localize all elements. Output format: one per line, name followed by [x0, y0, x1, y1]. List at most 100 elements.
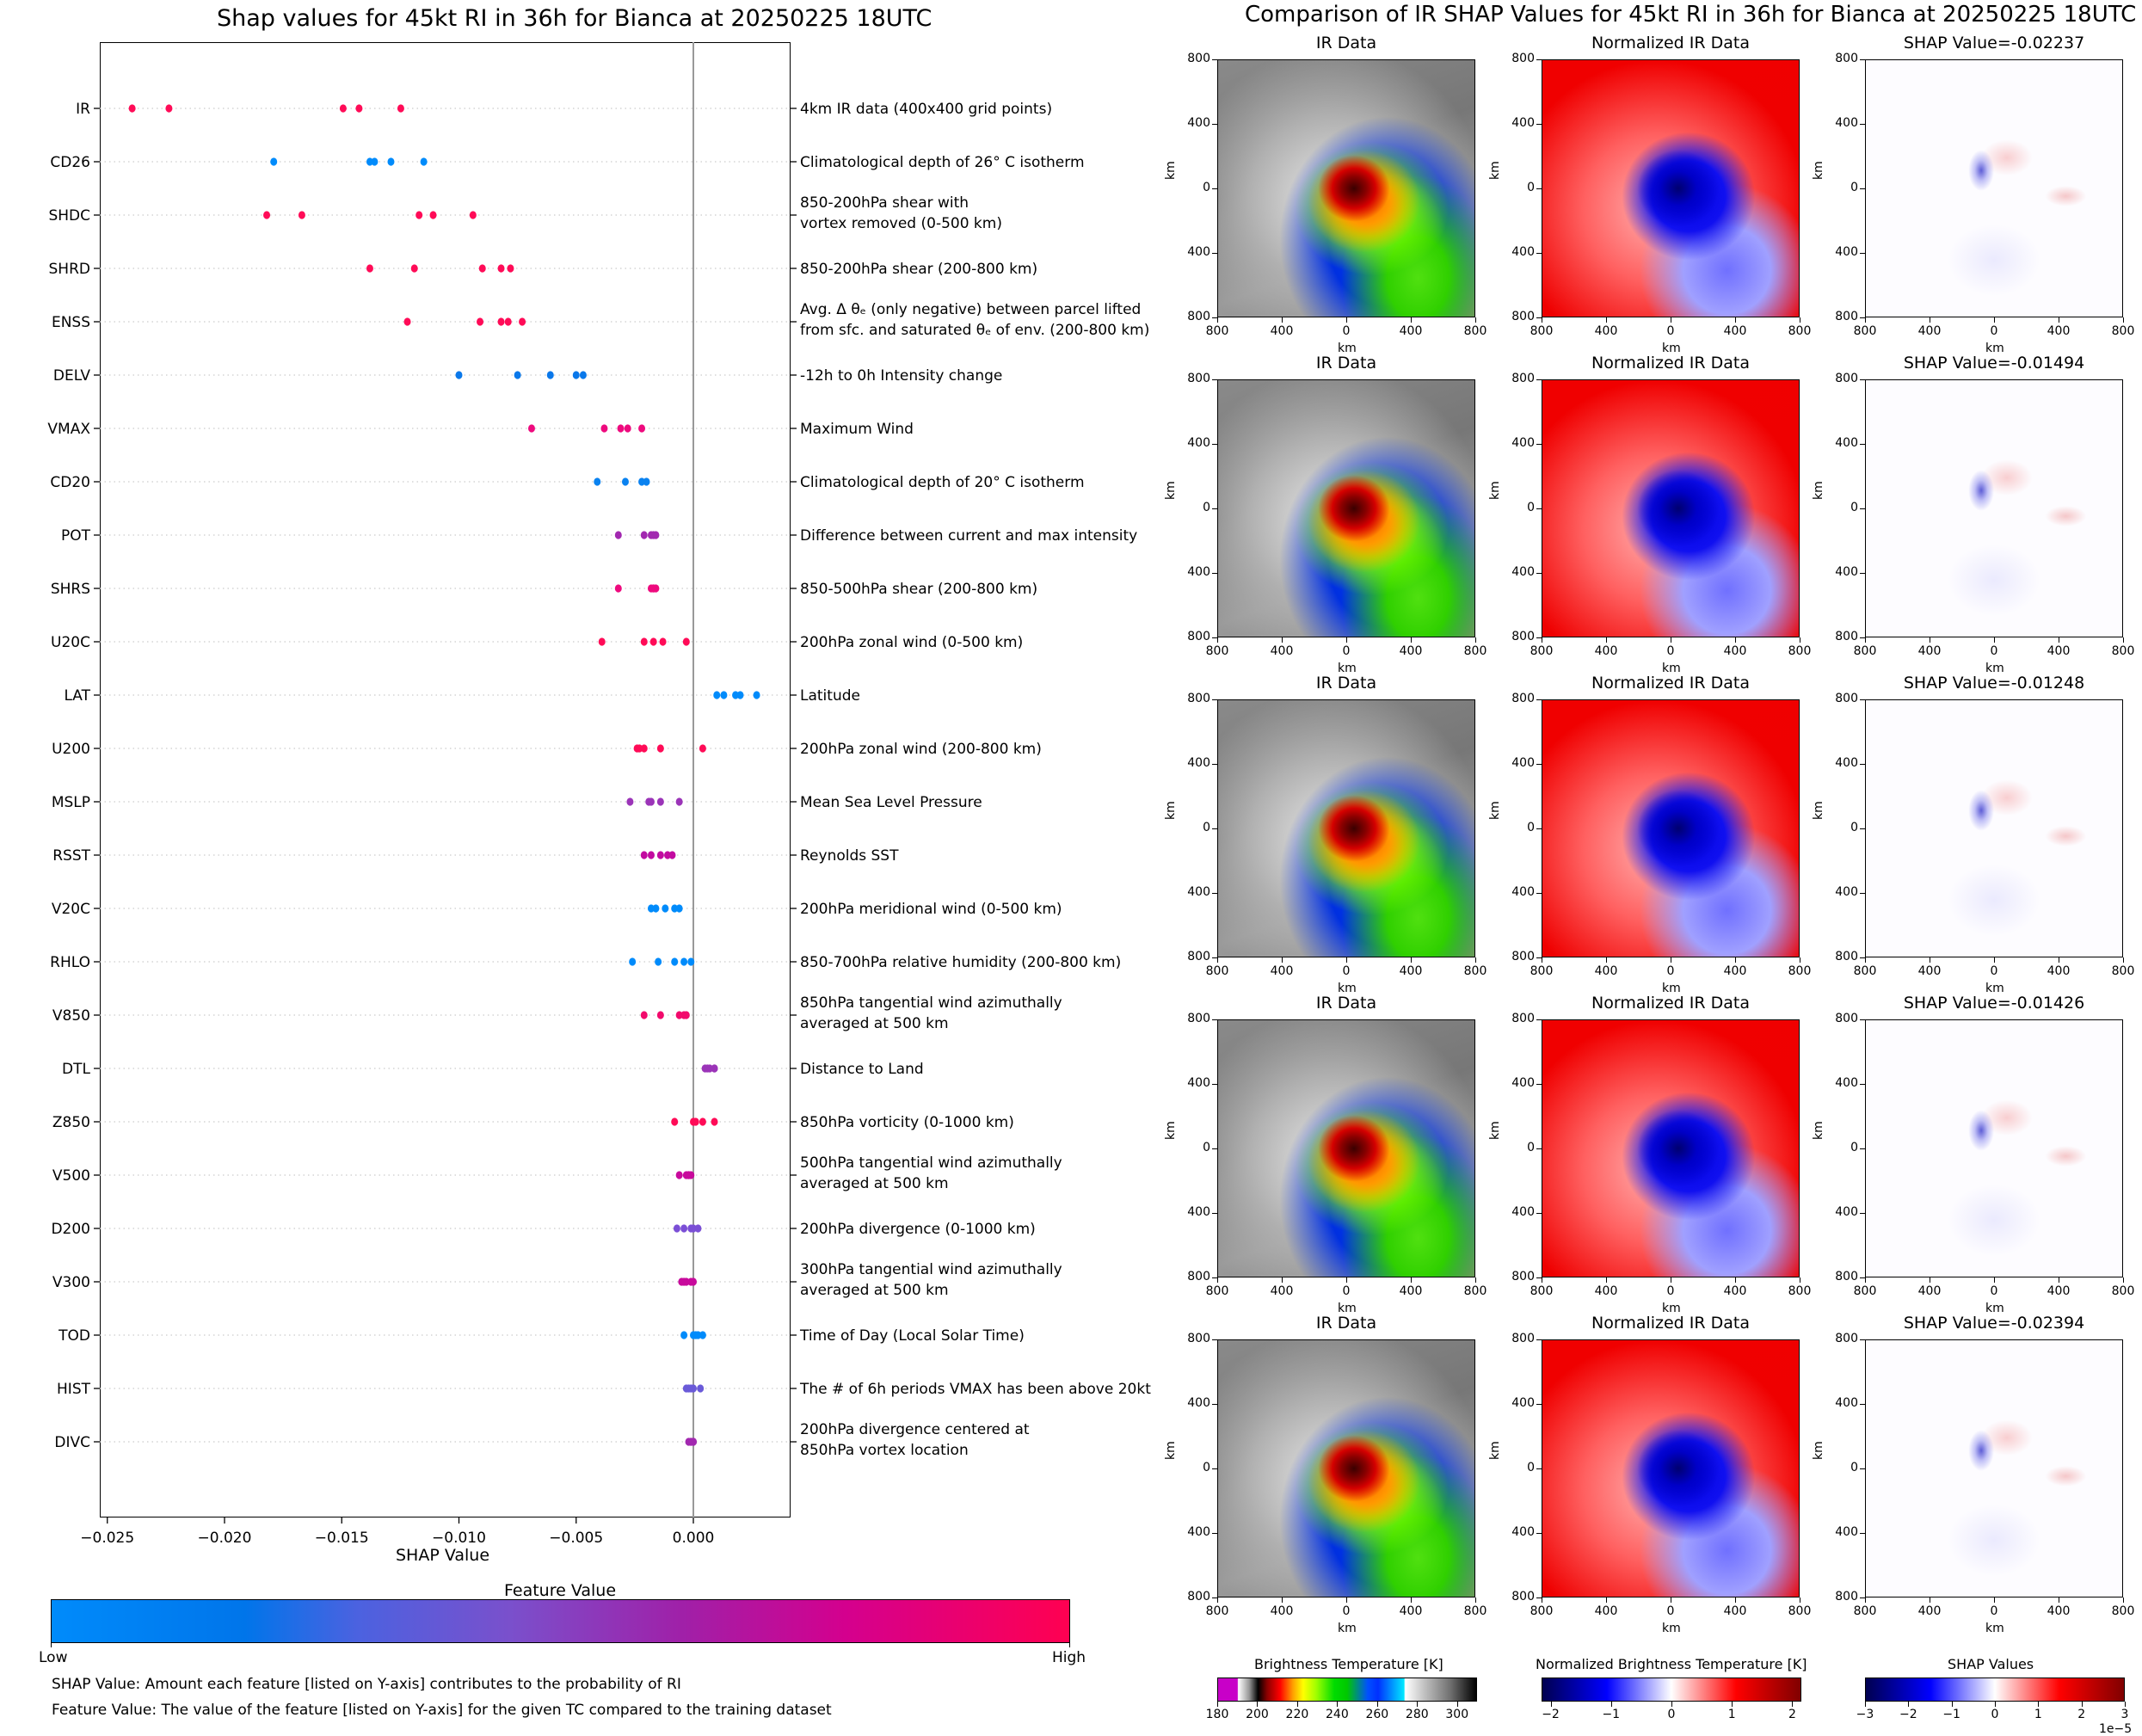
x-tick	[1346, 317, 1347, 323]
y-tick	[1860, 637, 1865, 638]
feature-description: The # of 6h periods VMAX has been above …	[799, 1381, 1151, 1398]
x-tick	[1346, 957, 1347, 963]
y-tick	[1212, 764, 1217, 765]
x-tick-label: 800	[1853, 324, 1877, 338]
x-tick	[1606, 1597, 1607, 1603]
y-tick-label: 0	[1850, 1141, 1858, 1154]
y-axis-label: km	[1164, 1441, 1178, 1460]
shap-point	[640, 744, 648, 753]
y-tick	[1212, 1019, 1217, 1020]
shap-point	[640, 851, 648, 859]
y-tick	[1212, 1404, 1217, 1405]
y-tick-label: 400	[1511, 1076, 1535, 1090]
shap-point	[692, 1117, 699, 1126]
panel-title: SHAP Value=-0.02237	[1903, 34, 2085, 52]
x-tick	[1606, 1277, 1607, 1283]
colorbar-tick-label: −3	[1856, 1708, 1874, 1721]
x-tick	[1346, 637, 1347, 643]
colorbar-tick	[1417, 1702, 1419, 1707]
y-tick	[1212, 1468, 1217, 1469]
y-tick	[1860, 1084, 1865, 1085]
y-tick-label: 800	[1511, 1590, 1535, 1604]
y-axis-label: km	[1164, 801, 1178, 820]
x-tick-label: 0	[1342, 1604, 1351, 1618]
x-tick-label: 0	[1342, 644, 1351, 658]
feature-description: 850hPa vorticity (0-1000 km)	[800, 1114, 1014, 1131]
feature-description: Avg. Δ θₑ (only negative) between parcel…	[800, 301, 1141, 318]
feature-label-u200: U200	[52, 741, 90, 758]
shap-point	[652, 904, 660, 913]
x-tick	[1282, 317, 1283, 323]
x-tick-label: 0.000	[673, 1530, 715, 1547]
normalized-ir-panel	[1542, 59, 1800, 317]
feature-label-tod: TOD	[58, 1327, 90, 1345]
y-tick-label: 800	[1835, 1012, 1858, 1025]
y-tick-label: 800	[1511, 1270, 1535, 1284]
y-tick-label: 800	[1511, 310, 1535, 323]
feature-description: Time of Day (Local Solar Time)	[799, 1327, 1025, 1345]
x-tick-label: 0	[1342, 964, 1351, 978]
x-tick	[1475, 957, 1476, 963]
x-tick-label: 800	[2111, 1284, 2135, 1298]
x-tick-label: 400	[2047, 964, 2071, 978]
shap-values-colorbar	[1865, 1678, 2125, 1702]
y-tick-label: 400	[1835, 1396, 1858, 1410]
x-tick-label: 0	[1666, 644, 1675, 658]
x-tick-label: 800	[1853, 1604, 1877, 1618]
shap-point	[649, 637, 657, 646]
y-tick-label: 800	[1835, 692, 1858, 705]
x-tick-label: −0.005	[549, 1530, 603, 1547]
y-tick	[1536, 124, 1542, 125]
feature-description: 200hPa zonal wind (0-500 km)	[800, 634, 1023, 651]
y-tick-label: 800	[1835, 1590, 1858, 1604]
shap-point	[652, 531, 660, 539]
colorbar-low-label: Low	[39, 1649, 68, 1666]
panel-title: Normalized IR Data	[1591, 1314, 1750, 1333]
normalized-ir-panel	[1542, 379, 1800, 637]
y-tick	[1860, 379, 1865, 380]
y-tick-label: 400	[1511, 245, 1535, 259]
x-tick-label: 800	[1463, 644, 1487, 658]
y-tick	[1212, 188, 1217, 189]
shap-point	[614, 531, 622, 539]
colorbar-tick-label: −1	[1602, 1708, 1621, 1721]
x-tick-label: 800	[1788, 324, 1812, 338]
panel-title: Normalized IR Data	[1591, 34, 1750, 52]
shap-point	[690, 1384, 697, 1393]
shap-point	[469, 211, 477, 219]
x-axis-label: km	[1985, 662, 2004, 675]
feature-label-v500: V500	[52, 1167, 90, 1185]
shap-point	[477, 317, 484, 326]
ir-data-panel	[1217, 379, 1475, 637]
y-axis-label: km	[1164, 1121, 1178, 1140]
feature-description: vortex removed (0-500 km)	[800, 215, 1002, 232]
shap-point	[403, 317, 411, 326]
y-tick	[1860, 59, 1865, 60]
y-tick-label: 400	[1511, 1525, 1535, 1539]
colorbar-tick	[1908, 1702, 1910, 1707]
x-tick-label: 400	[1723, 1604, 1747, 1618]
panel-title: Normalized IR Data	[1591, 354, 1750, 372]
shap-point	[687, 957, 695, 966]
y-tick	[1212, 893, 1217, 894]
y-tick-label: 400	[1835, 1205, 1858, 1219]
ir-data-panel	[1217, 59, 1475, 317]
shap-point	[647, 797, 655, 806]
shap-point	[366, 264, 373, 273]
y-tick-label: 400	[1835, 116, 1858, 130]
x-tick	[1994, 317, 1995, 323]
colorbar-tick-label: 280	[1405, 1708, 1429, 1721]
colorbar-tick	[2125, 1702, 2126, 1707]
x-tick-label: 800	[1530, 1604, 1554, 1618]
feature-label-mslp: MSLP	[52, 794, 90, 811]
feature-description: 200hPa meridional wind (0-500 km)	[800, 901, 1062, 918]
shap-map-panel	[1865, 1339, 2123, 1597]
x-tick	[1411, 957, 1412, 963]
x-tick-label: 800	[1205, 324, 1229, 338]
shap-point	[699, 744, 706, 753]
y-tick	[1536, 1277, 1542, 1278]
y-tick	[1536, 444, 1542, 445]
x-tick-label: 800	[2111, 644, 2135, 658]
y-tick	[1536, 1533, 1542, 1534]
y-tick-label: 800	[1835, 310, 1858, 323]
